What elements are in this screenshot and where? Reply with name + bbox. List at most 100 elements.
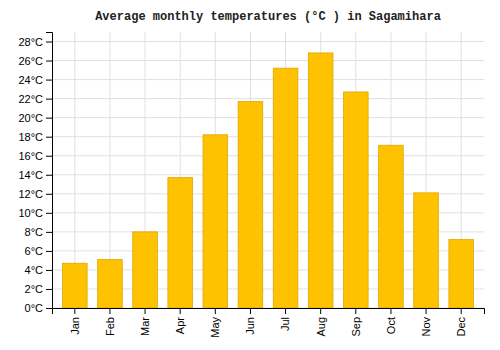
bar xyxy=(273,68,298,308)
tick-mark xyxy=(109,308,110,314)
tick-mark xyxy=(320,308,321,314)
x-tick: Dec xyxy=(455,308,467,337)
bar xyxy=(308,53,333,308)
tick-mark xyxy=(46,42,52,43)
tick-mark xyxy=(46,137,52,138)
tick-mark xyxy=(46,99,52,100)
tick-mark xyxy=(46,289,52,290)
tick-mark xyxy=(461,308,462,314)
tick-mark xyxy=(180,308,181,314)
tick-label: Dec xyxy=(455,317,467,337)
y-tick: 28°C xyxy=(18,36,52,48)
plot: 0°C 2°C 4°C 6°C 8°C 10°C 12°C 14°C 16°C 18°C 20°C 2… xyxy=(18,32,484,338)
grid-line xyxy=(52,117,484,118)
y-tick: 8°C xyxy=(25,226,52,238)
bar xyxy=(63,263,88,308)
tick-label: Jun xyxy=(244,317,256,335)
tick-label: Nov xyxy=(420,317,432,337)
tick-label: 0°C xyxy=(25,302,44,314)
tick-label: 6°C xyxy=(25,245,44,257)
tick-mark xyxy=(46,156,52,157)
tick-label: 2°C xyxy=(25,283,44,295)
y-tick: 14°C xyxy=(18,169,52,181)
grid-line xyxy=(52,155,484,156)
tick-mark xyxy=(46,251,52,252)
x-tick: Jun xyxy=(244,308,256,335)
y-axis: 0°C 2°C 4°C 6°C 8°C 10°C 12°C 14°C 16°C 18°C 20°C 2… xyxy=(18,33,52,315)
bar xyxy=(238,101,263,308)
y-tick: 0°C xyxy=(25,302,52,314)
axis-line xyxy=(46,33,53,309)
tick-mark xyxy=(46,232,52,233)
tick-mark xyxy=(74,308,75,314)
bar xyxy=(344,92,369,308)
y-tick: 22°C xyxy=(18,93,52,105)
x-tick: Jan xyxy=(69,308,81,335)
y-tick: 2°C xyxy=(25,283,52,295)
tick-mark xyxy=(145,308,146,314)
y-tick: 26°C xyxy=(18,55,52,67)
y-tick: 4°C xyxy=(25,264,52,276)
tick-label: Jan xyxy=(69,317,81,335)
x-tick: Feb xyxy=(104,308,116,336)
tick-label: Mar xyxy=(139,317,151,336)
x-tick: Jul xyxy=(279,308,291,331)
tick-label: Oct xyxy=(385,317,397,334)
grid-line xyxy=(52,136,484,137)
tick-label: May xyxy=(209,317,221,338)
tick-label: 12°C xyxy=(18,188,43,200)
tick-label: 8°C xyxy=(25,226,44,238)
tick-mark xyxy=(46,61,52,62)
tick-label: 4°C xyxy=(25,264,44,276)
x-axis: Jan Feb Mar Apr May Jun Jul Aug Sep Oct Nov Dec xyxy=(53,308,485,338)
tick-mark xyxy=(215,308,216,314)
tick-mark xyxy=(285,308,286,314)
bar xyxy=(133,232,158,308)
tick-mark xyxy=(46,175,52,176)
tick-mark xyxy=(426,308,427,314)
tick-mark xyxy=(46,80,52,81)
y-tick: 6°C xyxy=(25,245,52,257)
tick-mark xyxy=(46,213,52,214)
bar xyxy=(203,135,228,308)
tick-label: 18°C xyxy=(18,131,43,143)
tick-label: 24°C xyxy=(18,74,43,86)
grid-line xyxy=(52,60,484,61)
bar xyxy=(168,178,193,308)
x-tick: Oct xyxy=(385,308,397,334)
tick-label: 16°C xyxy=(18,150,43,162)
bar xyxy=(379,145,404,308)
tick-mark xyxy=(46,118,52,119)
x-tick: Mar xyxy=(139,308,151,336)
grid-line xyxy=(52,174,484,175)
tick-label: 10°C xyxy=(18,207,43,219)
tick-mark xyxy=(46,194,52,195)
x-tick: Sep xyxy=(350,308,362,337)
x-tick: Nov xyxy=(420,308,432,337)
x-tick: Aug xyxy=(315,308,327,337)
y-tick: 18°C xyxy=(18,131,52,143)
y-tick: 20°C xyxy=(18,112,52,124)
tick-label: Feb xyxy=(104,317,116,336)
tick-label: 22°C xyxy=(18,93,43,105)
bar xyxy=(449,239,474,308)
bar xyxy=(414,193,439,308)
tick-label: Sep xyxy=(350,317,362,337)
tick-label: 28°C xyxy=(18,36,43,48)
bars xyxy=(63,53,474,308)
x-tick: Apr xyxy=(174,308,186,334)
tick-label: Jul xyxy=(279,317,291,331)
tick-mark xyxy=(46,308,52,309)
y-tick: 10°C xyxy=(18,207,52,219)
grid-line xyxy=(52,79,484,80)
y-tick: 24°C xyxy=(18,74,52,86)
tick-label: Aug xyxy=(315,317,327,337)
title: Average monthly temperatures (°C ) in Sa… xyxy=(95,10,441,24)
tick-label: 14°C xyxy=(18,169,43,181)
tick-label: 26°C xyxy=(18,55,43,67)
y-tick: 16°C xyxy=(18,150,52,162)
grid xyxy=(52,32,484,308)
tick-mark xyxy=(355,308,356,314)
tick-mark xyxy=(390,308,391,314)
tick-mark xyxy=(46,270,52,271)
